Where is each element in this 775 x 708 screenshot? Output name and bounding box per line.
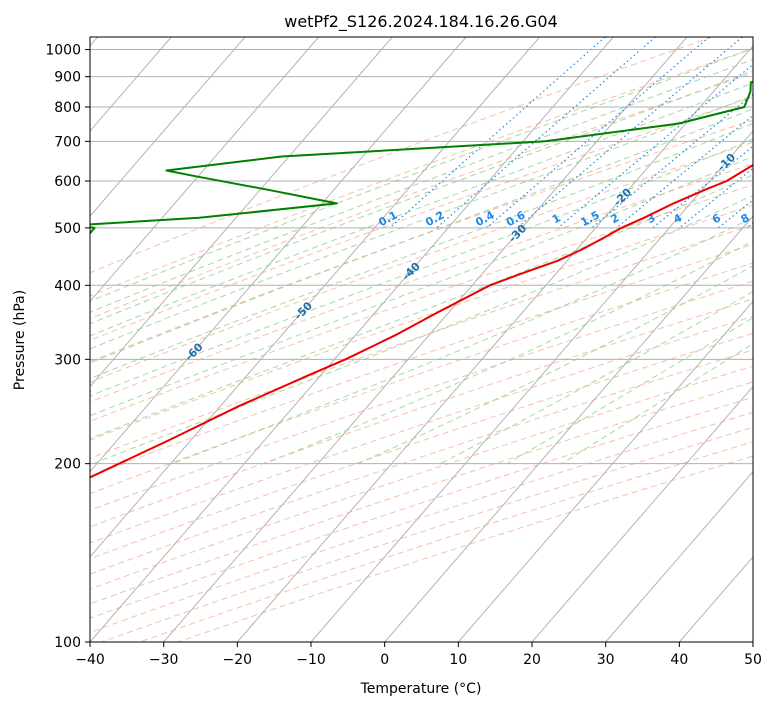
- plot-frame: [89, 36, 754, 643]
- moist-adiabat-line: [506, 317, 753, 465]
- isotherm-line: [163, 37, 688, 642]
- y-tick-label: 800: [54, 100, 81, 116]
- isotherm-line: [90, 37, 246, 217]
- moist-adiabat-line: [90, 122, 753, 380]
- x-axis-label: Temperature (°C): [360, 681, 482, 697]
- x-axis-ticks: −40 −30 −20 −10 0 10 20 30 40 50: [75, 642, 762, 668]
- x-tick-label: 50: [744, 652, 762, 668]
- x-tick-label: −20: [223, 652, 253, 668]
- isotherm-lines: [90, 37, 753, 642]
- y-tick-label: 1000: [45, 43, 81, 59]
- isotherm-line: [310, 130, 753, 642]
- y-tick-label: 500: [54, 221, 81, 237]
- x-tick-label: −40: [75, 652, 105, 668]
- dry-adiabat-line: [90, 184, 753, 422]
- x-tick-label: −10: [296, 652, 326, 668]
- dry-adiabat-line: [90, 163, 753, 403]
- x-tick-label: −30: [149, 652, 179, 668]
- dry-adiabat-line: [90, 119, 753, 363]
- isotherm-line: [90, 37, 320, 303]
- moist-adiabat-line: [264, 240, 753, 465]
- isotherm-line: [90, 37, 393, 388]
- dewpoint-profile-line: [90, 80, 753, 235]
- y-axis-label: Pressure (hPa): [12, 290, 28, 390]
- pressure-gridlines: [90, 49, 753, 642]
- dry-adiabat-lines: [90, 37, 753, 642]
- moist-adiabat-line: [90, 70, 753, 325]
- moist-adiabat-line: [92, 194, 753, 465]
- temperature-profile-line: [90, 163, 753, 479]
- mixing-ratio-line: [389, 37, 606, 229]
- mixing-ratio-line: [652, 145, 753, 229]
- x-tick-label: 30: [597, 652, 615, 668]
- moist-adiabat-line: [90, 82, 753, 337]
- dry-adiabat-line: [90, 332, 753, 560]
- y-axis-ticks: 100 200 300 400 500 600 700 800 900 1000: [45, 43, 90, 651]
- dry-adiabat-line: [90, 243, 753, 477]
- isotherm-line: [457, 300, 753, 642]
- moist-adiabat-lines: [90, 47, 753, 465]
- moist-adiabat-line: [90, 94, 753, 350]
- y-tick-label: 600: [54, 174, 81, 190]
- chart-title: wetPf2_S126.2024.184.16.26.G04: [284, 12, 558, 32]
- dry-adiabat-line: [90, 381, 753, 605]
- mixing-ratio-lines: [389, 37, 753, 229]
- mixing-ratio-line: [486, 37, 710, 229]
- isotherm-line: [90, 37, 467, 473]
- moist-adiabat-line: [90, 155, 753, 417]
- isotherm-line: [90, 37, 614, 642]
- dry-adiabat-line: [90, 72, 753, 320]
- isotherm-line: [531, 385, 753, 642]
- moist-adiabat-line: [90, 58, 753, 313]
- y-tick-label: 700: [54, 134, 81, 150]
- dry-adiabat-line: [90, 224, 753, 459]
- mixing-ratio-line: [517, 37, 743, 229]
- dry-adiabat-line: [90, 280, 753, 511]
- dry-adiabat-line: [90, 349, 753, 575]
- isotherm-line: [90, 37, 541, 558]
- profile-series: [90, 80, 753, 479]
- y-tick-label: 200: [54, 457, 81, 473]
- y-tick-label: 400: [54, 278, 81, 294]
- x-tick-label: 0: [380, 652, 389, 668]
- dry-adiabat-line: [90, 141, 753, 383]
- dry-adiabat-line: [90, 298, 753, 528]
- mixing-ratio-line: [557, 63, 753, 229]
- dry-adiabat-line: [90, 96, 753, 341]
- plot-area: -100-90-80-70-60-50-40-30-20-10010203040…: [90, 37, 753, 642]
- x-tick-label: 20: [523, 652, 541, 668]
- y-tick-label: 300: [54, 352, 81, 368]
- moist-adiabat-line: [90, 47, 753, 302]
- isotherm-line: [605, 470, 753, 642]
- isotherm-line: [236, 45, 753, 642]
- y-tick-label: 900: [54, 70, 81, 86]
- isotherm-line: [384, 215, 753, 642]
- x-tick-label: 40: [670, 652, 688, 668]
- x-tick-label: 10: [449, 652, 467, 668]
- moist-adiabat-line: [90, 138, 753, 397]
- y-tick-label: 100: [54, 635, 81, 651]
